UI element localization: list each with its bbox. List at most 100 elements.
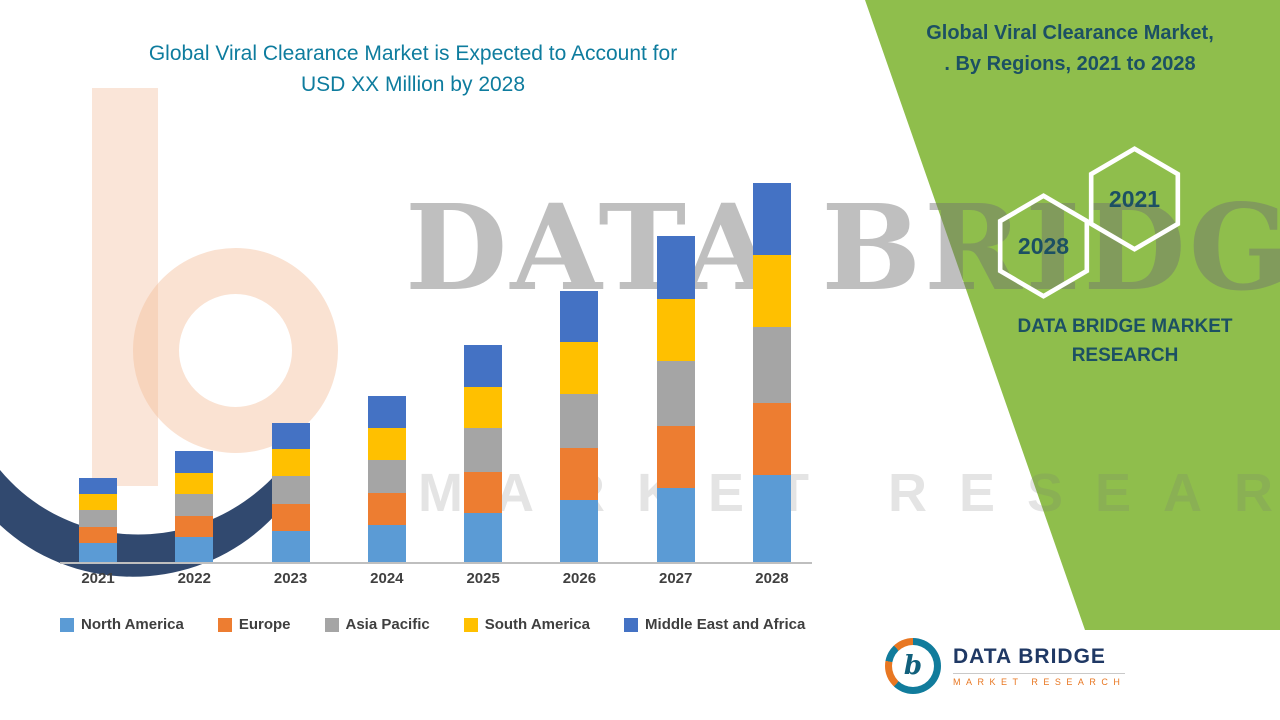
bar-stack-2026	[560, 291, 599, 563]
watermark-logo-swoosh-shape	[0, 460, 288, 577]
bar-segment-europe-2026	[560, 448, 599, 500]
legend-swatch-europe	[217, 617, 232, 632]
x-axis-label-2027: 2027	[659, 570, 693, 587]
data-bridge-logo-icon: b	[885, 638, 941, 694]
bar-stack-2027	[656, 236, 695, 563]
bar-stack-2023	[271, 423, 310, 563]
bar-segment-north-america-2022	[175, 537, 214, 563]
right-panel-title-line2: . By Regions, 2021 to 2028	[944, 53, 1196, 75]
bar-column-2024: 2024	[357, 142, 417, 592]
legend-label-south-america: South America	[484, 616, 591, 633]
bar-segment-south-america-2023	[271, 449, 310, 476]
watermark-logo-bar-shape	[92, 88, 158, 486]
bar-segment-south-america-2024	[367, 428, 406, 460]
bar-segment-asia-pacific-2022	[175, 494, 214, 516]
legend-item-middle-east-and-africa: Middle East and Africa	[624, 616, 805, 633]
bar-column-2023: 2023	[261, 142, 321, 592]
chart-title-line1: Global Viral Clearance Market is Expecte…	[148, 42, 678, 65]
bar-column-2027: 2027	[646, 142, 706, 592]
bar-segment-asia-pacific-2021	[79, 510, 117, 527]
bar-segment-north-america-2025	[464, 513, 503, 563]
legend-label-middle-east-and-africa: Middle East and Africa	[645, 616, 806, 633]
footer-logo-name: DATA BRIDGE	[953, 645, 1106, 668]
bar-segment-south-america-2027	[656, 299, 695, 361]
bar-stack-2024	[367, 396, 406, 563]
footer-logo-subtitle: MARKET RESEARCH	[953, 673, 1126, 687]
bar-segment-middle-east-and-africa-2021	[79, 478, 117, 494]
legend-swatch-asia-pacific	[324, 617, 339, 632]
bar-segment-europe-2021	[79, 527, 117, 543]
chart-plot: 2021 2022 2023 2024 2025 2026 2027 2028	[60, 142, 810, 592]
footer-logo-text: DATA BRIDGE MARKET RESEARCH	[953, 645, 1126, 687]
bar-segment-north-america-2023	[271, 531, 310, 563]
logo-monogram: b	[892, 645, 934, 687]
brand-text-line2: RESEARCH	[1071, 345, 1179, 366]
bar-segment-middle-east-and-africa-2027	[656, 236, 695, 299]
bar-segment-north-america-2026	[560, 500, 599, 563]
bar-stack-2022	[175, 451, 214, 563]
hexagon-2028-outline-icon	[997, 193, 1090, 299]
bar-stack-2021	[79, 478, 117, 563]
bar-segment-south-america-2028	[752, 255, 791, 327]
footer-logo: b DATA BRIDGE MARKET RESEARCH	[885, 638, 1126, 694]
legend-label-asia-pacific: Asia Pacific	[345, 616, 430, 633]
bar-segment-north-america-2024	[367, 525, 406, 563]
bar-segment-middle-east-and-africa-2025	[464, 345, 503, 387]
bar-segment-north-america-2021	[79, 543, 117, 563]
bar-segment-north-america-2027	[656, 488, 695, 563]
bar-segment-middle-east-and-africa-2022	[175, 451, 214, 473]
right-panel-title-line1: Global Viral Clearance Market,	[926, 22, 1214, 44]
chart-title-line2: USD XX Million by 2028	[300, 73, 526, 96]
chart-legend: North America Europe Asia Pacific South Ame…	[60, 616, 805, 633]
hexagon-2021-label: 2021	[1108, 185, 1161, 212]
bar-column-2021: 2021	[68, 142, 128, 592]
bar-segment-asia-pacific-2026	[560, 394, 599, 448]
x-axis-label-2024: 2024	[370, 570, 404, 587]
right-panel-title: Global Viral Clearance Market, . By Regi…	[875, 18, 1265, 80]
bar-segment-asia-pacific-2025	[464, 428, 503, 472]
bar-column-2022: 2022	[164, 142, 224, 592]
bar-segment-south-america-2021	[79, 494, 117, 510]
x-axis-label-2028: 2028	[755, 570, 789, 587]
bar-segment-asia-pacific-2024	[367, 460, 406, 493]
bar-segment-south-america-2025	[464, 387, 503, 428]
x-axis-label-2022: 2022	[177, 570, 211, 587]
legend-label-north-america: North America	[81, 616, 184, 633]
legend-item-south-america: South America	[463, 616, 591, 633]
bar-segment-middle-east-and-africa-2026	[560, 291, 599, 342]
legend-label-europe: Europe	[238, 616, 291, 633]
bar-segment-asia-pacific-2027	[656, 361, 695, 426]
bar-column-2025: 2025	[453, 142, 513, 592]
bar-segment-north-america-2028	[752, 475, 791, 563]
bar-column-2028: 2028	[742, 142, 802, 592]
bar-segment-europe-2028	[752, 403, 791, 475]
x-axis-label-2025: 2025	[466, 570, 500, 587]
bar-segment-europe-2023	[271, 504, 310, 531]
bar-segment-middle-east-and-africa-2028	[752, 183, 791, 255]
hexagon-2028: 2028	[997, 193, 1090, 299]
legend-swatch-south-america	[463, 617, 478, 632]
legend-item-asia-pacific: Asia Pacific	[324, 616, 430, 633]
bar-segment-south-america-2022	[175, 473, 214, 494]
bar-segment-middle-east-and-africa-2023	[271, 423, 310, 449]
bar-segment-middle-east-and-africa-2024	[367, 396, 406, 428]
bar-stack-2025	[464, 345, 503, 563]
x-axis-label-2026: 2026	[562, 570, 597, 587]
bar-column-2026: 2026	[549, 142, 609, 592]
bar-segment-europe-2025	[464, 472, 503, 513]
bar-segment-europe-2027	[656, 426, 695, 488]
bar-segment-south-america-2026	[560, 342, 599, 394]
hexagon-2028-label: 2028	[1017, 232, 1070, 259]
chart-title: Global Viral Clearance Market is Expecte…	[88, 38, 738, 100]
hexagon-2021: 2021	[1088, 146, 1181, 252]
legend-item-europe: Europe	[217, 616, 291, 633]
x-axis-line	[60, 562, 812, 564]
legend-item-north-america: North America	[60, 616, 184, 633]
bar-segment-europe-2022	[175, 516, 214, 537]
x-axis-label-2021: 2021	[81, 570, 115, 587]
legend-swatch-north-america	[60, 617, 74, 632]
hexagon-2021-outline-icon	[1088, 146, 1181, 252]
bar-stack-2028	[752, 183, 791, 563]
brand-text-line1: DATA BRIDGE MARKET	[1017, 316, 1233, 337]
